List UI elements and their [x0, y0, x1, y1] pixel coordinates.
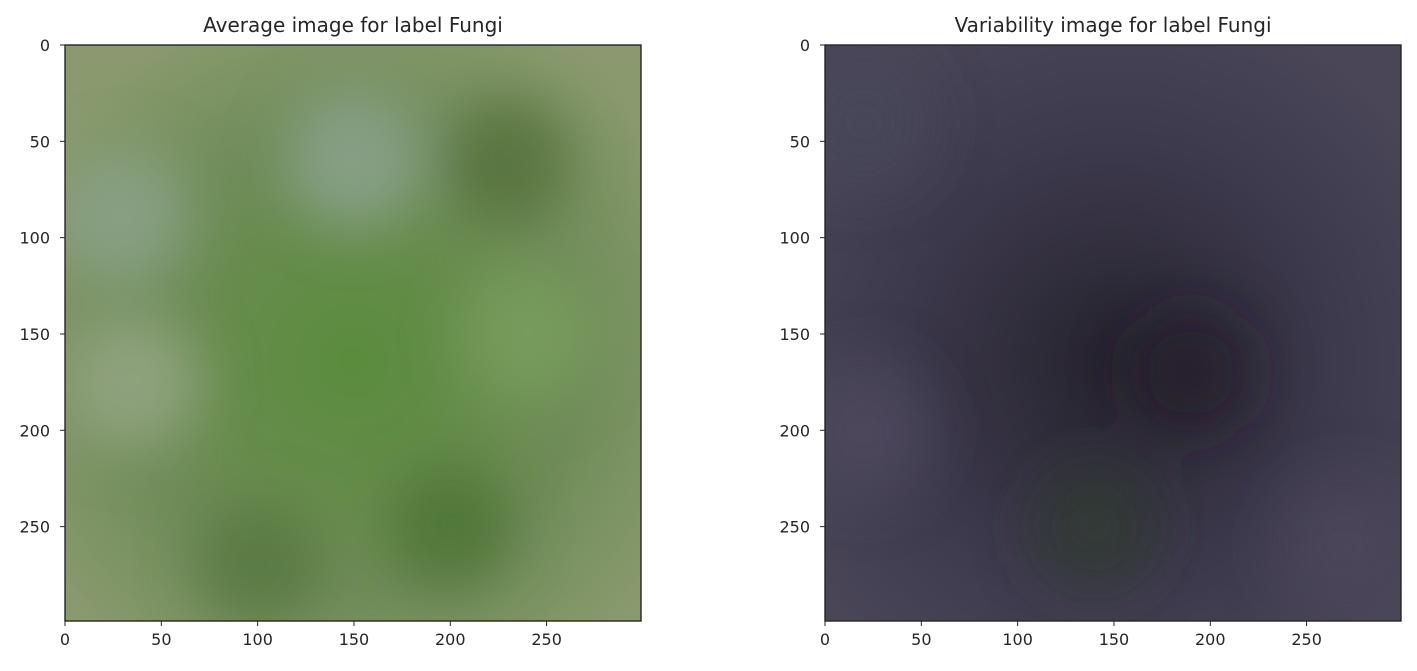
light-patch: [458, 264, 597, 404]
y-axis-ticks: 0 50 100 150 200 250: [19, 36, 65, 537]
average-image-heatmap: [65, 45, 641, 621]
y-tick-label: 100: [19, 229, 50, 248]
light-patch: [825, 361, 933, 500]
y-axis-ticks: 0 50 100 150 200 250: [779, 36, 825, 537]
y-tick-label: 150: [19, 325, 50, 344]
axes-frame: [64, 44, 642, 622]
x-tick-label: 150: [1099, 630, 1130, 649]
x-tick-label: 200: [1195, 630, 1226, 649]
y-tick-label: 250: [779, 518, 810, 537]
dark-patch: [1127, 309, 1255, 436]
x-tick-label: 150: [339, 630, 370, 649]
y-tick-label: 250: [19, 518, 50, 537]
x-tick-label: 0: [60, 630, 70, 649]
dark-patch: [444, 97, 572, 224]
variability-image-heatmap: [825, 45, 1401, 621]
y-tick-label: 200: [779, 421, 810, 440]
y-tick-label: 100: [779, 229, 810, 248]
y-tick-label: 0: [40, 36, 50, 55]
image-texture: [825, 52, 1401, 615]
chart-title: Variability image for label Fungi: [954, 13, 1271, 37]
light-patch: [65, 149, 192, 288]
light-patch: [1276, 476, 1401, 615]
dark-patch: [386, 463, 514, 590]
y-tick-label: 150: [779, 325, 810, 344]
dark-patch: [194, 501, 321, 621]
y-tick-label: 200: [19, 421, 50, 440]
x-tick-label: 50: [911, 630, 931, 649]
y-tick-label: 50: [30, 132, 50, 151]
light-patch: [284, 91, 424, 230]
x-tick-label: 100: [242, 630, 273, 649]
chart-title: Average image for label Fungi: [203, 13, 503, 37]
x-tick-label: 0: [820, 630, 830, 649]
variability-image-panel: Variability image for label Fungi 0 50 100…: [779, 13, 1402, 649]
x-tick-label: 250: [531, 630, 562, 649]
average-image-panel: Average image for label Fungi 0 50 100 150 2…: [19, 13, 642, 649]
dark-patch: [1031, 463, 1159, 590]
x-axis-ticks: 0 50 100 150 200 250: [60, 621, 562, 649]
x-tick-label: 250: [1291, 630, 1322, 649]
image-texture: [65, 91, 597, 621]
light-patch: [825, 52, 933, 192]
x-tick-label: 50: [151, 630, 171, 649]
x-axis-ticks: 0 50 100 150 200 250: [820, 621, 1322, 649]
y-tick-label: 0: [800, 36, 810, 55]
axes-frame: [824, 44, 1402, 622]
x-tick-label: 200: [435, 630, 466, 649]
x-tick-label: 100: [1002, 630, 1033, 649]
y-tick-label: 50: [790, 132, 810, 151]
light-patch: [65, 313, 202, 452]
